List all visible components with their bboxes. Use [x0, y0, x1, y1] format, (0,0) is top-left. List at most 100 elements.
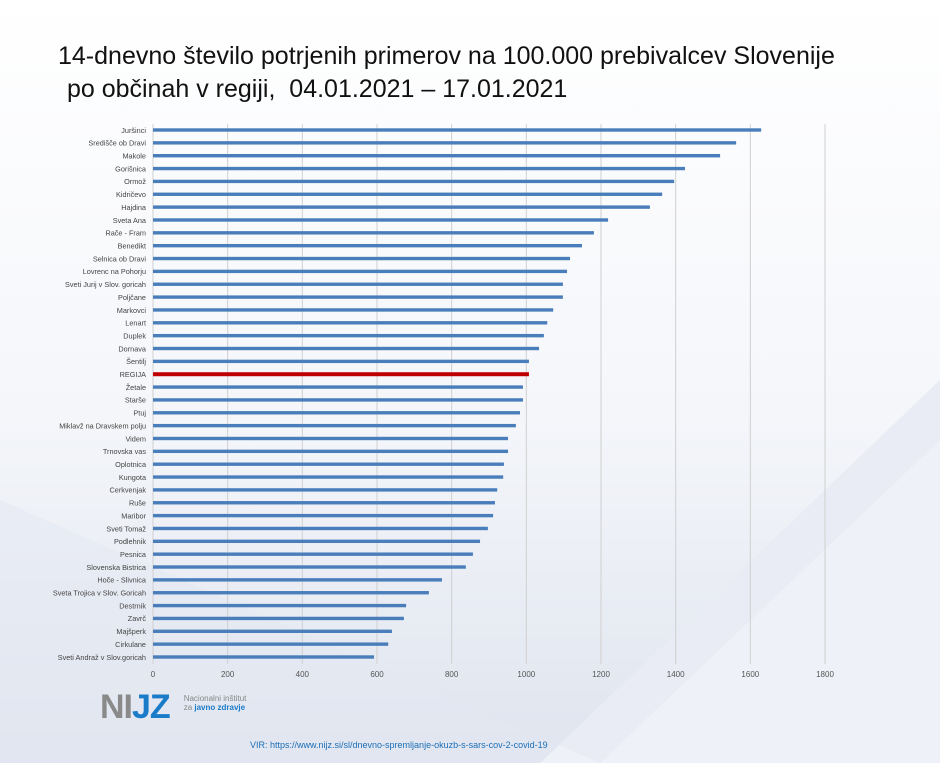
bar: [153, 179, 675, 184]
bar: [153, 243, 582, 248]
bar: [153, 192, 663, 196]
category-label: Kungota: [119, 473, 147, 482]
bar: [153, 578, 442, 582]
category-label: Cirkulane: [115, 640, 146, 649]
category-label: Sveta Trojica v Slov. Goricah: [53, 589, 146, 598]
bar: [153, 423, 516, 428]
category-label: Sveti Jurij v Slov. goricah: [65, 280, 146, 289]
category-label: Destrnik: [119, 601, 146, 610]
category-label: Lovrenc na Pohorju: [83, 267, 146, 276]
category-label: Žetale: [126, 383, 146, 392]
bar: [153, 359, 529, 364]
x-tick-label: 200: [221, 670, 235, 679]
source-link[interactable]: VIR: https://www.nijz.si/sl/dnevno-sprem…: [250, 740, 548, 750]
bar: [153, 372, 529, 377]
bar: [153, 269, 568, 274]
bar: [153, 346, 540, 351]
bar: [153, 475, 504, 479]
category-label: REGIJA: [120, 370, 146, 379]
bar: [153, 128, 762, 132]
category-label: Hajdina: [121, 203, 147, 212]
x-tick-label: 800: [445, 670, 459, 679]
bar: [153, 398, 523, 402]
bar: [153, 642, 389, 646]
bar: [153, 218, 609, 222]
bar: [153, 282, 563, 286]
bar: [153, 655, 375, 659]
category-label: Sveti Tomaž: [106, 524, 146, 533]
category-label: Selnica ob Dravi: [93, 254, 147, 263]
bar: [153, 539, 481, 544]
category-label: Hoče - Slivnica: [97, 576, 147, 585]
bar: [153, 166, 685, 171]
bar: [153, 603, 407, 608]
category-label: Zavrč: [128, 614, 147, 623]
bar: [153, 552, 473, 556]
category-label: Ruše: [129, 499, 146, 508]
category-label: Starše: [125, 396, 146, 405]
x-tick-label: 1000: [517, 670, 535, 679]
category-label: Slovenska Bistrica: [86, 563, 147, 572]
category-label: Gorišnica: [115, 164, 147, 173]
category-label: Cerkvenjak: [110, 486, 147, 495]
category-label: Miklavž na Dravskem polju: [59, 421, 146, 430]
x-tick-label: 0: [151, 670, 156, 679]
bar: [153, 629, 392, 633]
bar: [153, 526, 488, 531]
category-label: Markovci: [117, 306, 147, 315]
category-label: Sveta Ana: [113, 216, 147, 225]
category-label: Pesnica: [120, 550, 147, 559]
category-label: Duplek: [123, 331, 146, 340]
title-line-1: 14-dnevno število potrjenih primerov na …: [58, 42, 835, 70]
category-label: Ptuj: [133, 409, 146, 418]
category-label: Poljčane: [118, 293, 146, 302]
category-label: Rače - Fram: [105, 229, 146, 238]
bar: [153, 565, 466, 569]
category-label: Ormož: [124, 177, 146, 186]
title-line-2: po občinah v regiji, 04.01.2021 – 17.01.…: [60, 75, 568, 103]
category-label: Benedikt: [118, 241, 146, 250]
x-tick-label: 600: [370, 670, 384, 679]
bar: [153, 321, 548, 325]
bar: [153, 141, 737, 145]
category-label: Podlehnik: [114, 537, 146, 546]
category-label: Središče ob Dravi: [88, 139, 146, 148]
x-tick-label: 1600: [741, 670, 759, 679]
bar: [153, 501, 495, 505]
bar: [153, 295, 563, 299]
bar: [153, 256, 571, 261]
bar: [153, 205, 650, 209]
category-label: Majšperk: [116, 627, 146, 636]
category-label: Dornava: [118, 344, 147, 353]
category-label: Kidričevo: [116, 190, 146, 199]
x-tick-label: 400: [296, 670, 310, 679]
bar: [153, 488, 498, 492]
bar: [153, 513, 494, 518]
category-label: Oplotnica: [115, 460, 147, 469]
bar: [153, 308, 554, 312]
bar: [153, 591, 429, 595]
category-label: Šentilj: [126, 357, 146, 366]
category-label: Maribor: [121, 511, 146, 520]
bar: [153, 333, 544, 338]
category-label: Trnovska vas: [103, 447, 146, 456]
bar: [153, 436, 509, 441]
x-tick-label: 1400: [667, 670, 685, 679]
x-tick-label: 1800: [816, 670, 834, 679]
bar: [153, 385, 523, 389]
category-label: Makole: [122, 152, 146, 161]
nijz-logo: NIJZ Nacionalni inštitut za javno zdravje: [100, 688, 247, 726]
category-label: Sveti Andraž v Slov.goricah: [58, 653, 146, 662]
bar: [153, 411, 520, 415]
category-label: Juršinci: [121, 126, 146, 135]
category-label: Lenart: [125, 319, 146, 328]
bar: [153, 231, 594, 235]
bar: [153, 462, 504, 466]
category-label: Videm: [125, 434, 146, 443]
chart-title: 14-dnevno število potrjenih primerov na …: [0, 40, 940, 106]
bar: [153, 616, 404, 621]
bar: [153, 449, 509, 454]
x-tick-label: 1200: [592, 670, 610, 679]
